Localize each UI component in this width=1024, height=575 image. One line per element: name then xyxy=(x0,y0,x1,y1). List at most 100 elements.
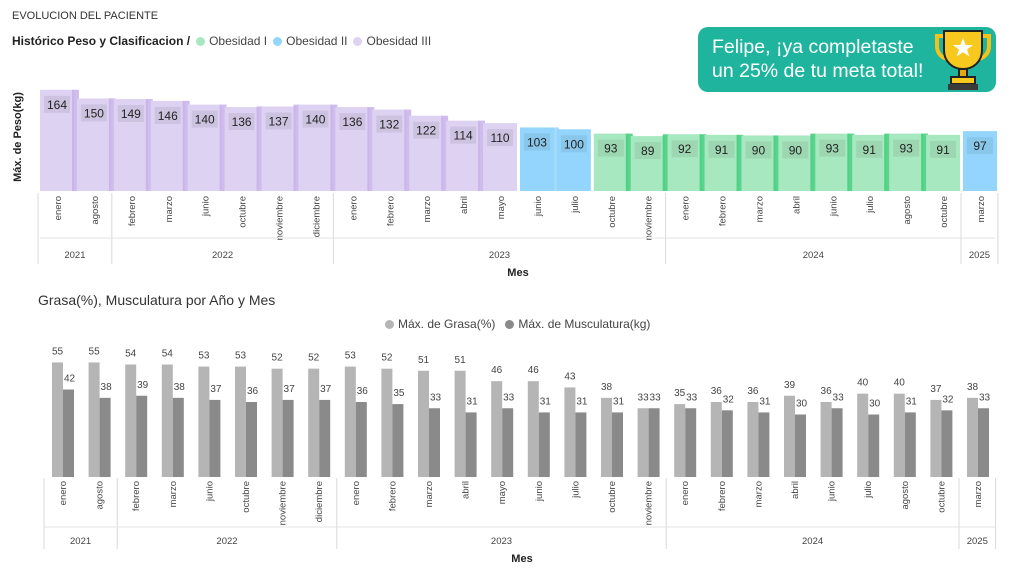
chart2-bar-group[interactable]: 52 37 xyxy=(272,353,296,477)
chart1-bar[interactable] xyxy=(593,133,628,191)
legend-obesidad-2[interactable]: Obesidad II xyxy=(273,34,347,48)
chart2-bar-musculatura[interactable] xyxy=(392,404,404,477)
chart2-bar-grasa[interactable] xyxy=(88,362,100,477)
chart1-bar-group[interactable]: 114 xyxy=(446,120,486,191)
chart2-bar-musculatura[interactable] xyxy=(502,408,514,477)
chart2-bar-musculatura[interactable] xyxy=(904,412,916,477)
chart1-bar-group[interactable]: 92 xyxy=(667,134,707,191)
chart1-bar-group[interactable]: 146 xyxy=(150,100,190,191)
chart1-bar-group[interactable]: 110 xyxy=(483,123,518,191)
chart2-bar-grasa[interactable] xyxy=(125,364,137,478)
chart1-bar-group[interactable]: 149 xyxy=(113,99,153,191)
chart2-bar-grasa[interactable] xyxy=(161,364,173,478)
chart2-bar-grasa[interactable] xyxy=(527,381,539,477)
chart2-bar-grasa[interactable] xyxy=(381,368,393,477)
chart2-bar-musculatura[interactable] xyxy=(648,408,660,477)
chart1-bar[interactable] xyxy=(667,134,702,191)
chart2-bar-group[interactable]: 33 33 xyxy=(638,392,662,477)
chart1-bar-group[interactable]: 93 xyxy=(889,133,929,191)
chart1-bar-group[interactable]: 89 xyxy=(630,134,670,191)
chart2-bar-musculatura[interactable] xyxy=(136,395,148,477)
chart2-bar-grasa[interactable] xyxy=(564,387,576,477)
chart2-bar-group[interactable]: 46 31 xyxy=(528,365,552,477)
chart1-bar[interactable] xyxy=(409,115,444,191)
chart2-bar-musculatura[interactable] xyxy=(795,414,806,478)
chart2-bar-musculatura[interactable] xyxy=(429,408,440,477)
legend-musculatura[interactable]: Máx. de Musculatura(kg) xyxy=(505,317,650,331)
chart2-bar-grasa[interactable] xyxy=(52,362,63,477)
chart2-bar-musculatura[interactable] xyxy=(868,414,880,478)
chart2-bar-group[interactable]: 52 35 xyxy=(381,353,405,477)
chart1-bar[interactable] xyxy=(778,135,813,191)
chart1-bar-group[interactable]: 140 xyxy=(298,104,338,191)
chart1-bar-group[interactable]: 150 xyxy=(76,98,116,191)
chart2-bar-musculatura[interactable] xyxy=(63,389,74,478)
chart2-bar-grasa[interactable] xyxy=(930,399,942,477)
chart2-bar-grasa[interactable] xyxy=(454,370,466,477)
chart1-bar[interactable] xyxy=(556,129,591,191)
chart2-bar-group[interactable]: 51 31 xyxy=(455,355,479,477)
chart1-bar-group[interactable]: 122 xyxy=(409,115,449,191)
chart2-bar-grasa[interactable] xyxy=(857,393,869,477)
chart2-bar-group[interactable]: 54 39 xyxy=(125,349,149,478)
chart2-bar-group[interactable]: 46 33 xyxy=(491,365,515,477)
chart2-bar-musculatura[interactable] xyxy=(685,408,697,477)
chart2-bar-group[interactable]: 51 33 xyxy=(418,355,442,477)
chart2-bar-grasa[interactable] xyxy=(198,366,210,477)
chart2-bar-musculatura[interactable] xyxy=(575,412,587,477)
chart2-bar-musculatura[interactable] xyxy=(246,402,257,477)
chart2-bar-group[interactable]: 53 36 xyxy=(235,351,259,477)
chart1-bar[interactable] xyxy=(224,107,259,191)
chart2-bar-musculatura[interactable] xyxy=(831,408,843,477)
chart1-bar-group[interactable]: 100 xyxy=(556,129,591,191)
chart2-bar-group[interactable]: 53 37 xyxy=(198,351,222,477)
chart2-bar-musculatura[interactable] xyxy=(209,399,221,477)
chart1-bar-group[interactable]: 140 xyxy=(187,104,227,191)
chart1-bar-group[interactable]: 91 xyxy=(852,133,892,191)
chart2-bar-grasa[interactable] xyxy=(601,397,612,477)
chart2-bar-grasa[interactable] xyxy=(418,370,429,477)
chart2-bar-musculatura[interactable] xyxy=(612,412,623,477)
chart1-bar[interactable] xyxy=(815,133,850,191)
chart1-bar-group[interactable]: 91 xyxy=(926,134,961,191)
chart2-bar-musculatura[interactable] xyxy=(355,402,367,477)
chart2-bar-grasa[interactable] xyxy=(893,393,905,477)
chart1-bar[interactable] xyxy=(335,107,370,191)
chart2-bar-musculatura[interactable] xyxy=(941,410,953,477)
chart1-bar[interactable] xyxy=(704,134,739,191)
legend-obesidad-1[interactable]: Obesidad I xyxy=(196,34,267,48)
chart1-bar-group[interactable]: 97 xyxy=(963,131,997,191)
chart2-bar-group[interactable]: 55 38 xyxy=(89,346,113,477)
chart2-bar-grasa[interactable] xyxy=(344,366,356,477)
chart1-bar-group[interactable]: 93 xyxy=(815,133,855,191)
chart2-bar-musculatura[interactable] xyxy=(172,397,184,477)
chart2-bar-musculatura[interactable] xyxy=(319,399,331,477)
chart2-bar-group[interactable]: 35 33 xyxy=(674,388,698,477)
chart1-bar-group[interactable]: 91 xyxy=(704,134,744,191)
chart2-bar-grasa[interactable] xyxy=(674,404,686,477)
chart2-bar-musculatura[interactable] xyxy=(721,410,733,477)
chart1-bar[interactable] xyxy=(187,104,222,191)
chart2-bar-musculatura[interactable] xyxy=(978,408,989,477)
chart1-bar-group[interactable]: 137 xyxy=(261,104,301,191)
chart1-bar-group[interactable]: 136 xyxy=(335,107,375,191)
chart2-bar-musculatura[interactable] xyxy=(465,412,477,477)
chart1-bar-group[interactable]: 136 xyxy=(224,106,264,191)
chart1-bar-group[interactable]: 103 xyxy=(519,127,559,191)
chart1-bar[interactable] xyxy=(150,100,185,191)
chart1-bar-group[interactable]: 93 xyxy=(593,133,633,191)
chart2-bar-grasa[interactable] xyxy=(637,408,649,477)
chart1-bar-group[interactable]: 90 xyxy=(741,135,781,191)
chart1-bar-group[interactable]: 90 xyxy=(778,133,818,191)
chart2-bar-grasa[interactable] xyxy=(271,368,283,477)
chart2-bar-group[interactable]: 55 42 xyxy=(52,346,76,477)
chart1-bar[interactable] xyxy=(261,106,296,191)
chart2-bar-grasa[interactable] xyxy=(235,366,246,477)
chart2-bar-grasa[interactable] xyxy=(747,402,759,477)
